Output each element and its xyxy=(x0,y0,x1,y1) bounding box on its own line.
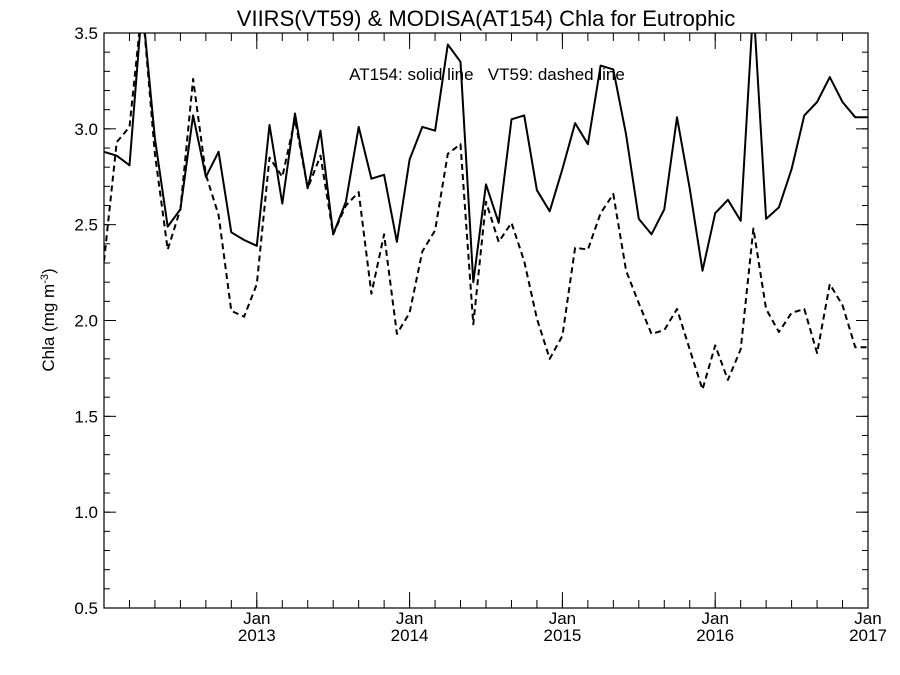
y-tick-label: 2.5 xyxy=(74,216,98,235)
x-tick-label-year: 2016 xyxy=(696,626,734,645)
x-tick-label-month: Jan xyxy=(396,609,423,628)
y-axis-label-end: ) xyxy=(39,268,58,274)
series-line-at154 xyxy=(104,33,868,284)
x-tick-label-month: Jan xyxy=(701,609,728,628)
y-tick-label: 1.5 xyxy=(74,407,98,426)
x-tick-label-year: 2014 xyxy=(391,626,429,645)
plot-area xyxy=(104,33,868,391)
chart-title: VIIRS(VT59) & MODISA(AT154) Chla for Eut… xyxy=(237,6,735,31)
axis-ticks xyxy=(103,32,869,609)
x-tick-label-year: 2013 xyxy=(238,626,276,645)
y-axis-label: Chla (mg m-3) xyxy=(39,268,58,371)
y-tick-label: 3.5 xyxy=(74,24,98,43)
x-tick-label-month: Jan xyxy=(243,609,270,628)
plot-frame xyxy=(103,32,869,609)
y-tick-label: 2.0 xyxy=(74,312,98,331)
y-axis-label-superscript: -3 xyxy=(39,274,51,284)
series-annotation: AT154: solid line VT59: dashed line xyxy=(349,65,625,84)
x-tick-label-month: Jan xyxy=(854,609,881,628)
x-tick-label-year: 2017 xyxy=(849,626,887,645)
tick-labels: 0.51.01.52.02.53.03.5Jan2013Jan2014Jan20… xyxy=(74,24,887,645)
series-line-vt59 xyxy=(104,33,868,391)
y-tick-label: 3.0 xyxy=(74,120,98,139)
x-tick-label-month: Jan xyxy=(549,609,576,628)
svg-text:Chla (mg m-3): Chla (mg m-3) xyxy=(39,268,58,371)
y-tick-label: 1.0 xyxy=(74,503,98,522)
y-axis-label-text: Chla (mg m xyxy=(39,284,58,372)
x-tick-label-year: 2015 xyxy=(543,626,581,645)
y-tick-label: 0.5 xyxy=(74,599,98,618)
